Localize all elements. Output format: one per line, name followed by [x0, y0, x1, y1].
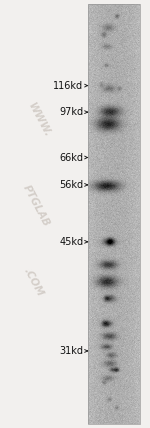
- Text: 116kd: 116kd: [53, 80, 83, 91]
- Text: 66kd: 66kd: [59, 152, 83, 163]
- Text: .COM: .COM: [21, 267, 45, 298]
- Text: 97kd: 97kd: [59, 107, 83, 117]
- Text: WWW.: WWW.: [26, 101, 52, 139]
- Text: 56kd: 56kd: [59, 180, 83, 190]
- Bar: [88, 4, 140, 424]
- Text: 45kd: 45kd: [59, 237, 83, 247]
- Text: 31kd: 31kd: [59, 346, 83, 356]
- Text: PTGLAB: PTGLAB: [21, 183, 51, 228]
